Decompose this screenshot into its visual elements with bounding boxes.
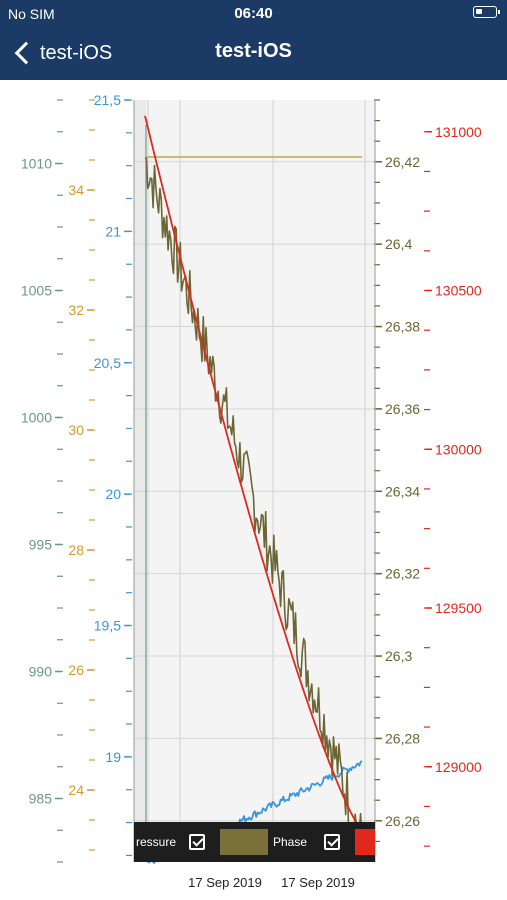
plot-edge-band — [134, 100, 146, 862]
axis-2-tick-label: 24 — [68, 782, 84, 798]
axis-1-tick-label: 1005 — [21, 283, 52, 299]
axis-5-tick-label: 130000 — [435, 441, 482, 457]
chart-area[interactable]: 985 990 995 1000 1005 1010 24 26 28 30 32 34 19 19,5 2… — [0, 80, 507, 900]
axis-4-tick-label: 26,36 — [385, 401, 420, 417]
axis-2-tick-label: 32 — [68, 302, 84, 318]
x-tick-label: 17 Sep 2019 — [188, 875, 262, 890]
legend-checkbox-phase[interactable] — [324, 834, 340, 850]
axis-4-tick-label: 26,32 — [385, 566, 420, 582]
axis-3-tick-label: 19,5 — [94, 618, 121, 634]
navigation-bar: test-iOS test-iOS — [0, 28, 507, 80]
axis-4-tick-label: 26,26 — [385, 813, 420, 829]
axis-5-tick-label: 129500 — [435, 600, 482, 616]
legend-label-phase: Phase — [273, 835, 308, 849]
axis-4-tick-label: 26,42 — [385, 154, 420, 170]
axis-4-tick-label: 26,38 — [385, 319, 420, 335]
legend-swatch-pressure — [220, 829, 268, 855]
chevron-left-icon — [14, 41, 38, 65]
axis-1-tick-label: 1010 — [21, 156, 52, 172]
status-time: 06:40 — [234, 5, 273, 22]
axis-2-tick-label: 28 — [68, 542, 84, 558]
axis-2-tick-label: 26 — [68, 662, 84, 678]
axis-4-tick-label: 26,3 — [385, 648, 412, 664]
legend-swatch-phase — [355, 829, 375, 855]
series-line-pressure — [144, 157, 363, 844]
axis-5-tick-label: 130500 — [435, 283, 482, 299]
back-button[interactable]: test-iOS — [12, 38, 112, 68]
axis-4-tick-label: 26,34 — [385, 483, 420, 499]
legend-checkbox-pressure[interactable] — [189, 834, 205, 850]
axis-4-tick-label: 26,28 — [385, 730, 420, 746]
axis-3-tick-label: 20,5 — [94, 355, 121, 371]
axis-5-tick-label: 129000 — [435, 759, 482, 775]
status-bar: No SIM 06:40 — [0, 0, 507, 28]
axis-1-tick-label: 1000 — [21, 410, 52, 426]
axis-1-tick-label: 985 — [29, 791, 53, 807]
series-line-phase — [144, 115, 363, 831]
axis-4-tick-label: 26,4 — [385, 236, 412, 252]
axis-5-tick-label: 131000 — [435, 124, 482, 140]
chart-legend: ressure Phase — [134, 822, 375, 862]
axis-3-tick-label: 20 — [105, 486, 121, 502]
back-label: test-iOS — [40, 41, 113, 64]
carrier-label: No SIM — [8, 6, 55, 22]
axis-3-tick-label: 21,5 — [94, 92, 121, 108]
axis-2-tick-label: 30 — [68, 422, 84, 438]
axis-3-tick-label: 19 — [105, 749, 121, 765]
axis-3-tick-label: 21 — [105, 223, 121, 239]
battery-icon — [473, 6, 500, 18]
axis-2-tick-label: 34 — [68, 182, 84, 198]
axis-1-tick-label: 990 — [29, 664, 53, 680]
x-tick-label: 17 Sep 2019 — [281, 875, 355, 890]
legend-label-pressure: ressure — [136, 835, 177, 849]
axis-1-tick-label: 995 — [29, 537, 53, 553]
